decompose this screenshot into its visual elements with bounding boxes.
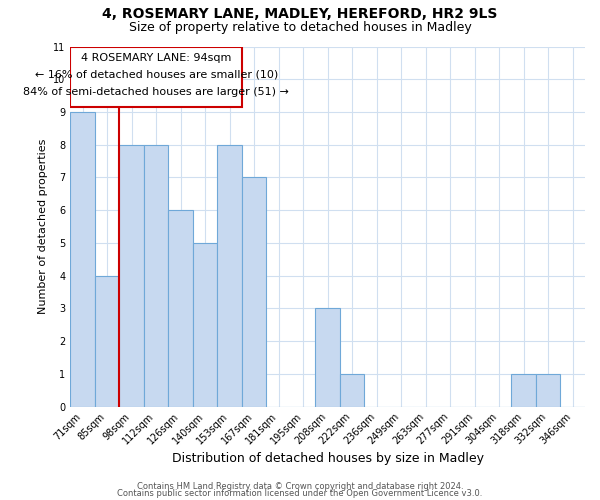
- Bar: [95, 276, 119, 406]
- Bar: [316, 308, 340, 406]
- Bar: [511, 374, 536, 406]
- Text: 4 ROSEMARY LANE: 94sqm: 4 ROSEMARY LANE: 94sqm: [81, 53, 232, 63]
- Bar: [340, 374, 364, 406]
- Text: Contains HM Land Registry data © Crown copyright and database right 2024.: Contains HM Land Registry data © Crown c…: [137, 482, 463, 491]
- Bar: [169, 210, 193, 406]
- Bar: [536, 374, 560, 406]
- Bar: [144, 144, 169, 406]
- Text: Contains public sector information licensed under the Open Government Licence v3: Contains public sector information licen…: [118, 489, 482, 498]
- Text: Size of property relative to detached houses in Madley: Size of property relative to detached ho…: [128, 21, 472, 34]
- X-axis label: Distribution of detached houses by size in Madley: Distribution of detached houses by size …: [172, 452, 484, 465]
- Bar: [242, 178, 266, 406]
- Bar: [217, 144, 242, 406]
- FancyBboxPatch shape: [70, 46, 242, 107]
- Bar: [119, 144, 144, 406]
- Y-axis label: Number of detached properties: Number of detached properties: [38, 139, 48, 314]
- Text: ← 16% of detached houses are smaller (10): ← 16% of detached houses are smaller (10…: [35, 70, 278, 80]
- Bar: [193, 243, 217, 406]
- Bar: [70, 112, 95, 406]
- Text: 4, ROSEMARY LANE, MADLEY, HEREFORD, HR2 9LS: 4, ROSEMARY LANE, MADLEY, HEREFORD, HR2 …: [103, 8, 497, 22]
- Text: 84% of semi-detached houses are larger (51) →: 84% of semi-detached houses are larger (…: [23, 88, 289, 98]
